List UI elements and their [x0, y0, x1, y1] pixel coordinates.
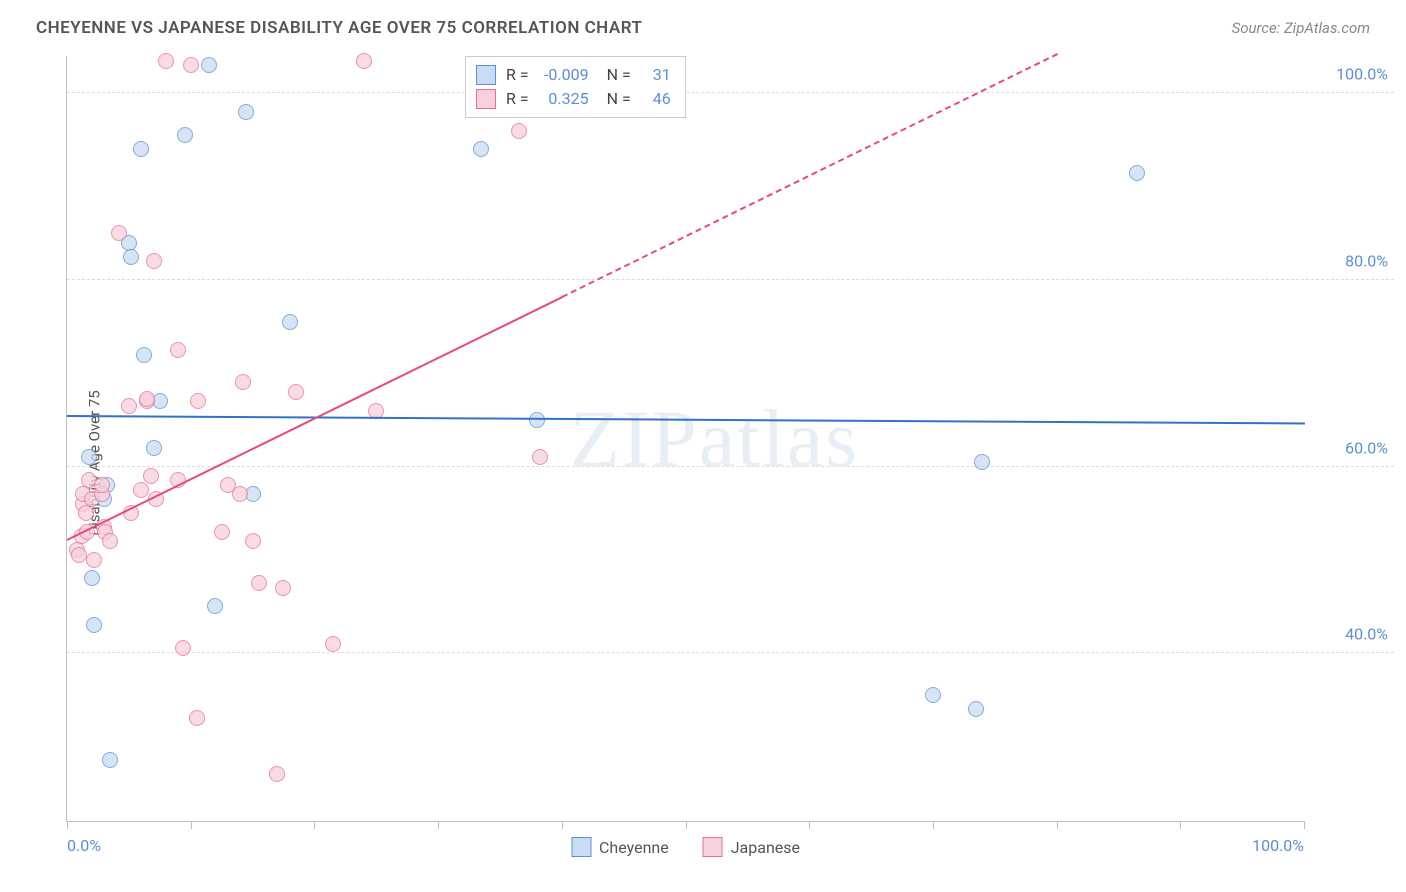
- y-tick-label: 60.0%: [1345, 438, 1388, 457]
- scatter-point: [133, 141, 149, 157]
- scatter-point: [175, 640, 191, 656]
- scatter-point: [288, 384, 304, 400]
- trend-line: [67, 415, 1305, 424]
- scatter-point: [974, 454, 990, 470]
- x-tick-mark: [67, 821, 68, 829]
- legend-r-value: 0.325: [539, 87, 589, 111]
- x-tick-mark: [933, 821, 934, 829]
- legend-n-label: N =: [607, 63, 631, 87]
- scatter-point: [275, 580, 291, 596]
- scatter-point: [121, 398, 137, 414]
- scatter-point: [143, 468, 159, 484]
- scatter-point: [207, 598, 223, 614]
- scatter-point: [177, 127, 193, 143]
- legend-swatch: [476, 65, 496, 85]
- scatter-point: [84, 570, 100, 586]
- plot-box: ZIPatlas R =-0.009N =31R =0.325N =46 Che…: [66, 56, 1304, 822]
- y-tick-label: 100.0%: [1336, 65, 1388, 84]
- gridline-h: [67, 466, 1394, 467]
- scatter-point: [146, 253, 162, 269]
- chart-header: CHEYENNE VS JAPANESE DISABILITY AGE OVER…: [0, 0, 1406, 48]
- scatter-point: [94, 477, 110, 493]
- scatter-point: [214, 524, 230, 540]
- scatter-point: [968, 701, 984, 717]
- scatter-point: [139, 391, 155, 407]
- scatter-point: [925, 687, 941, 703]
- x-tick-mark: [191, 821, 192, 829]
- scatter-point: [71, 547, 87, 563]
- scatter-point: [473, 141, 489, 157]
- chart-source: Source: ZipAtlas.com: [1232, 19, 1370, 37]
- y-tick-label: 80.0%: [1345, 251, 1388, 270]
- scatter-point: [86, 552, 102, 568]
- x-tick-label: 0.0%: [67, 836, 101, 855]
- x-tick-mark: [1057, 821, 1058, 829]
- scatter-point: [232, 486, 248, 502]
- y-tick-label: 40.0%: [1345, 625, 1388, 644]
- scatter-point: [136, 347, 152, 363]
- x-tick-label: 100.0%: [1252, 836, 1304, 855]
- chart-area: Disability Age Over 75 ZIPatlas R =-0.00…: [36, 56, 1394, 870]
- x-tick-mark: [562, 821, 563, 829]
- scatter-point: [251, 575, 267, 591]
- scatter-point: [111, 225, 127, 241]
- x-tick-mark: [438, 821, 439, 829]
- legend-n-label: N =: [607, 87, 631, 111]
- scatter-point: [102, 752, 118, 768]
- gridline-h: [67, 92, 1394, 93]
- scatter-point: [1129, 165, 1145, 181]
- legend-swatch: [476, 89, 496, 109]
- x-tick-mark: [314, 821, 315, 829]
- chart-title: CHEYENNE VS JAPANESE DISABILITY AGE OVER…: [36, 18, 642, 38]
- scatter-point: [282, 314, 298, 330]
- gridline-h: [67, 279, 1394, 280]
- gridline-h: [67, 652, 1394, 653]
- scatter-point: [146, 440, 162, 456]
- legend-swatch: [703, 837, 723, 857]
- legend-r-label: R =: [506, 63, 529, 87]
- scatter-point: [235, 374, 251, 390]
- series-name: Japanese: [731, 838, 800, 857]
- x-tick-mark: [809, 821, 810, 829]
- source-prefix: Source:: [1232, 19, 1284, 37]
- scatter-point: [201, 57, 217, 73]
- legend-r-value: -0.009: [539, 63, 589, 87]
- series-name: Cheyenne: [599, 838, 669, 857]
- source-name: ZipAtlas.com: [1284, 19, 1370, 37]
- x-tick-mark: [1304, 821, 1305, 829]
- legend-n-value: 31: [641, 63, 671, 87]
- scatter-point: [158, 53, 174, 69]
- scatter-point: [511, 123, 527, 139]
- scatter-point: [532, 449, 548, 465]
- scatter-point: [78, 505, 94, 521]
- legend-row: R = -0.009 N = 31: [476, 63, 671, 87]
- legend-swatch: [571, 837, 591, 857]
- x-tick-mark: [686, 821, 687, 829]
- scatter-point: [189, 710, 205, 726]
- scatter-point: [183, 57, 199, 73]
- scatter-point: [81, 449, 97, 465]
- scatter-point: [190, 393, 206, 409]
- scatter-point: [123, 249, 139, 265]
- series-legend-item: Cheyenne: [571, 837, 669, 857]
- scatter-point: [245, 533, 261, 549]
- series-legend: Cheyenne Japanese: [571, 837, 800, 857]
- scatter-point: [269, 766, 285, 782]
- correlation-legend: R = -0.009 N = 31 R = 0.325 N = 46: [465, 56, 686, 118]
- x-tick-mark: [1180, 821, 1181, 829]
- legend-n-value: 46: [641, 87, 671, 111]
- scatter-point: [170, 342, 186, 358]
- scatter-point: [102, 533, 118, 549]
- scatter-point: [86, 617, 102, 633]
- scatter-point: [325, 636, 341, 652]
- series-legend-item: Japanese: [703, 837, 800, 857]
- legend-r-label: R =: [506, 87, 529, 111]
- scatter-point: [238, 104, 254, 120]
- scatter-point: [133, 482, 149, 498]
- legend-row: R = 0.325 N = 46: [476, 87, 671, 111]
- watermark-text: ZIPatlas: [570, 392, 859, 486]
- scatter-point: [356, 53, 372, 69]
